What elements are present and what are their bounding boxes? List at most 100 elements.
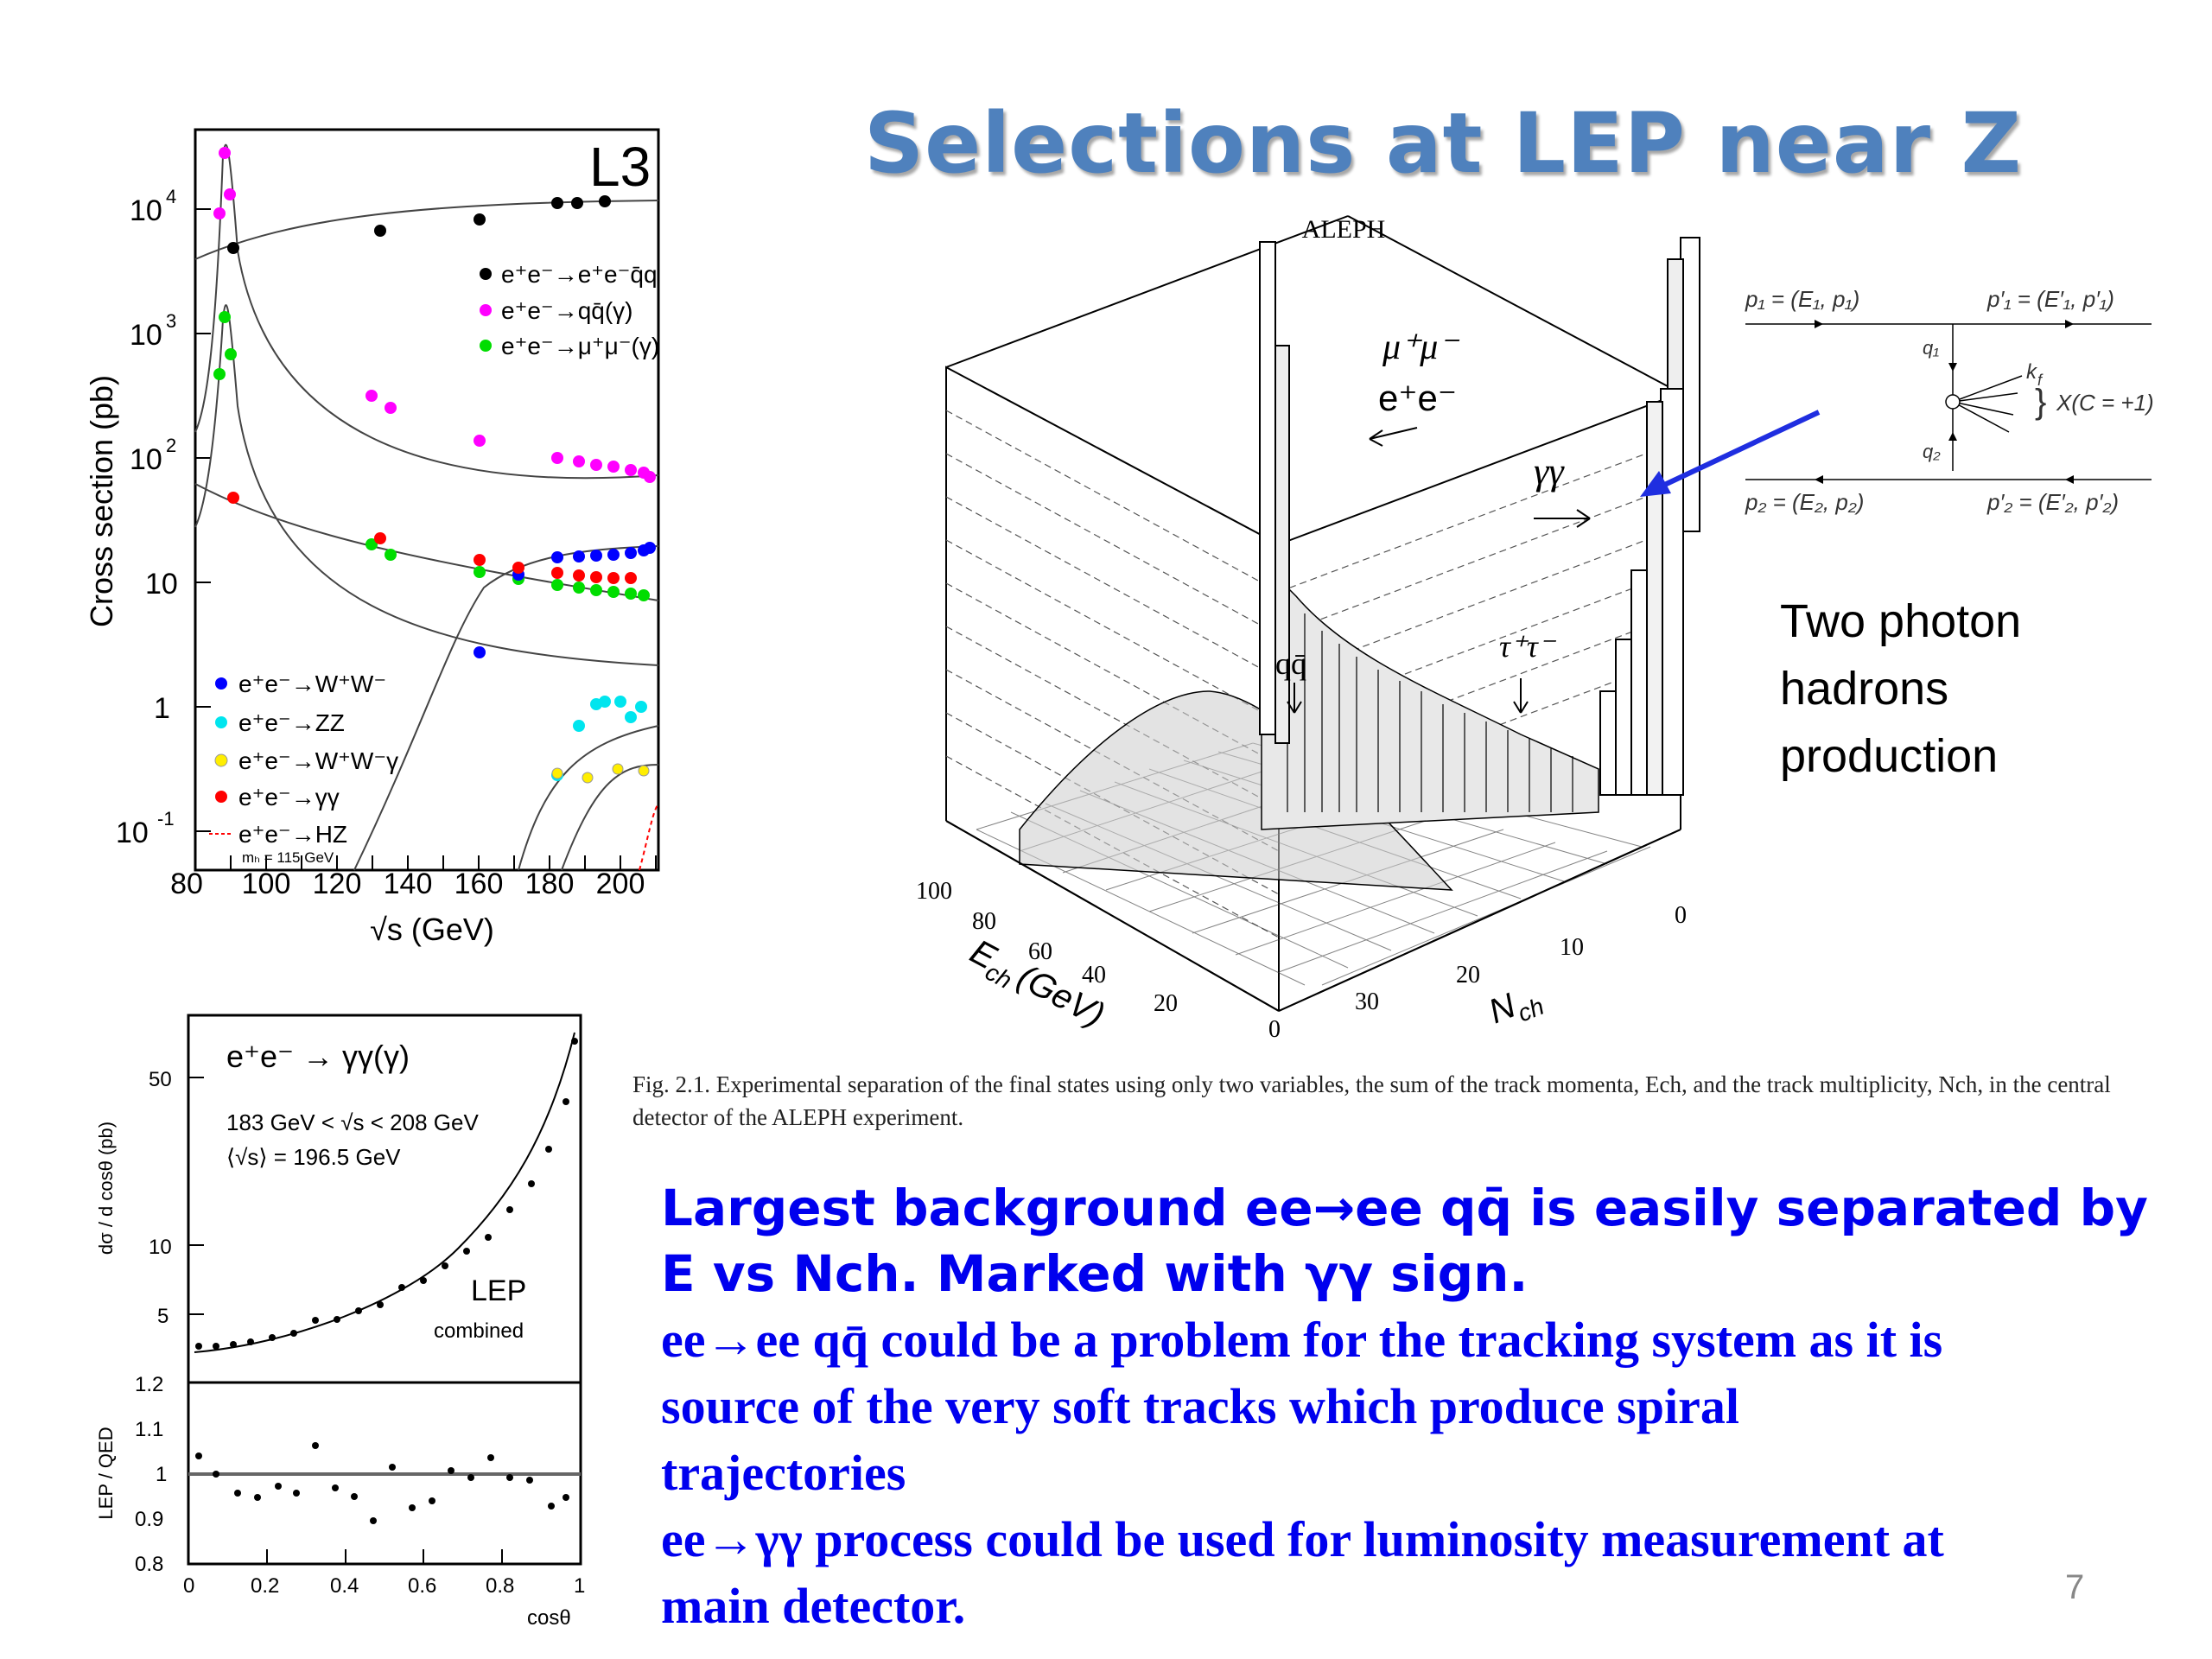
lep-ytick: 50	[149, 1068, 172, 1091]
l3-legend-item: e⁺e⁻→qq̄(γ)	[501, 297, 633, 324]
lep-ratio-ytick: 1	[156, 1463, 167, 1486]
feyn-kf-sub: f	[2037, 372, 2044, 389]
body-text: Largest background ee→ee qq̄ is easily s…	[661, 1175, 2148, 1639]
nch-tick: 20	[1456, 962, 1480, 988]
lep-ratio-ytick: 0.9	[135, 1508, 163, 1531]
label-ee: e⁺e⁻	[1378, 378, 1457, 418]
feyn-p2prime: p′₂ = (E′₂, p′₂)	[1986, 489, 2119, 515]
annotation-line: hadrons	[1780, 663, 1949, 715]
blue-arrow	[1640, 410, 1821, 497]
lep-ytick: 10	[149, 1236, 172, 1259]
feyn-q1: q₁	[1923, 337, 1939, 359]
annotation-line: Two photon	[1780, 595, 2022, 647]
lep-ratio-ytick: 1.2	[135, 1373, 163, 1396]
nch-tick: 30	[1355, 988, 1379, 1015]
l3-points-gg	[227, 492, 637, 584]
l3-points-mumu	[213, 311, 650, 601]
l3-ytick-exp: -1	[157, 808, 175, 830]
body-line: ee→γγ process could be used for luminosi…	[661, 1511, 1944, 1567]
l3-legend-item: e⁺e⁻→ZZ	[238, 709, 345, 736]
lep-xlabel: cosθ	[527, 1606, 571, 1630]
feyn-kf: k	[2026, 360, 2038, 384]
l3-points-qqee	[227, 195, 611, 254]
body-line: Largest background ee→ee qq̄ is easily s…	[661, 1179, 2148, 1237]
lep-ylabel: dσ / d cosθ (pb)	[95, 1122, 117, 1255]
lep-combined: combined	[434, 1319, 524, 1343]
feyn-p1prime: p′₁ = (E′₁, p′₁)	[1986, 286, 2114, 312]
lep-gammagamma-plot: e⁺e⁻ → γγ(γ) 183 GeV < √s < 208 GeV ⟨√s⟩…	[95, 1014, 585, 1630]
slide-title: Selections at LEP near Z	[864, 95, 2023, 192]
ech-tick: 100	[916, 878, 952, 905]
lep-xtick: 0	[183, 1574, 194, 1598]
ech-tick: 60	[1028, 938, 1052, 965]
aleph-lego-plot: ALEPH	[916, 215, 1700, 1043]
l3-ytick-exp: 3	[166, 310, 176, 332]
l3-legend-item: e⁺e⁻→HZ	[238, 821, 347, 848]
l3-ytick: 1	[154, 692, 170, 725]
l3-points-wwg	[551, 763, 650, 784]
l3-xtick: 80	[170, 868, 203, 900]
two-photon-annotation: Two photon hadrons production	[1780, 588, 2021, 790]
l3-ytick: 10	[130, 443, 162, 476]
lep-range: 183 GeV < √s < 208 GeV	[226, 1109, 479, 1135]
feyn-x: X(C = +1)	[2056, 390, 2154, 416]
l3-ytick: 10	[145, 568, 178, 601]
label-qq: qq̄	[1275, 646, 1306, 681]
l3-xtick: 140	[384, 868, 433, 900]
feynman-diagram: p₁ = (E₁, p₁) p′₁ = (E′₁, p′₁) p₂ = (E₂,…	[1745, 286, 2154, 515]
l3-ylabel: Cross section (pb)	[84, 375, 119, 627]
lep-label: LEP	[471, 1274, 526, 1307]
l3-label: L3	[589, 136, 651, 198]
l3-ytick-exp: 4	[166, 186, 176, 207]
l3-points-ww	[474, 542, 656, 658]
lep-ratio-ytick: 1.1	[135, 1418, 163, 1441]
lep-ytick: 5	[157, 1305, 168, 1328]
feyn-p1: p₁ = (E₁, p₁)	[1745, 286, 1859, 312]
l3-ytick: 10	[130, 319, 162, 352]
lep-points	[195, 1038, 578, 1524]
ech-tick: 20	[1154, 990, 1178, 1017]
l3-xtick: 100	[242, 868, 291, 900]
l3-hz-note: mₕ = 115 GeV	[242, 849, 334, 866]
body-line: trajectories	[661, 1445, 906, 1501]
lep-xtick: 0.8	[486, 1574, 514, 1598]
label-mumu: μ⁺μ⁻	[1382, 327, 1459, 367]
l3-legend-item: e⁺e⁻→γγ	[238, 784, 340, 810]
body-line: ee→ee qq̄ could be a problem for the tra…	[661, 1312, 1943, 1368]
lep-process: e⁺e⁻ → γγ(γ)	[226, 1039, 410, 1074]
l3-cross-section-plot: 80 100 120 140 160 180 200 √s (GeV) 10 4 …	[84, 128, 660, 947]
l3-xtick: 180	[525, 868, 575, 900]
lep-xtick: 1	[574, 1574, 585, 1598]
body-line: source of the very soft tracks which pro…	[661, 1378, 1739, 1434]
feyn-q2: q₂	[1923, 441, 1941, 462]
lep-ratio-ylabel: LEP / QED	[95, 1427, 117, 1519]
l3-xlabel: √s (GeV)	[370, 912, 494, 947]
label-gammagamma: γγ	[1534, 450, 1565, 493]
l3-points-zz	[551, 696, 647, 781]
lep-xtick: 0.6	[408, 1574, 436, 1598]
l3-legend-item: e⁺e⁻→W⁺W⁻γ	[238, 747, 398, 774]
nch-axis-label: N ch	[1484, 987, 1548, 1032]
l3-frame	[194, 128, 660, 872]
lep-xtick: 0.2	[251, 1574, 279, 1598]
lep-mean: ⟨√s⟩ = 196.5 GeV	[226, 1144, 401, 1170]
l3-xtick: 120	[313, 868, 362, 900]
l3-legend-item: e⁺e⁻→e⁺e⁻q̄q	[501, 261, 658, 288]
nch-tick: 0	[1675, 902, 1687, 929]
nch-tick: 10	[1560, 934, 1584, 961]
l3-ytick: 10	[116, 817, 149, 849]
ech-tick: 80	[972, 908, 996, 935]
lep-ratio-ytick: 0.8	[135, 1553, 163, 1576]
lep-xtick: 0.4	[330, 1574, 359, 1598]
figure-caption: Fig. 2.1. Experimental separation of the…	[632, 1071, 2111, 1130]
l3-ytick-exp: 2	[166, 435, 176, 456]
label-tautau: τ⁺τ⁻	[1499, 629, 1557, 664]
l3-points-qq	[213, 147, 656, 483]
l3-xtick: 200	[596, 868, 645, 900]
ech-tick: 40	[1082, 962, 1106, 988]
svg-text:}: }	[2035, 383, 2046, 421]
annotation-line: production	[1780, 730, 1999, 782]
svg-text:N: N	[1484, 987, 1521, 1032]
l3-xtick: 160	[454, 868, 504, 900]
feyn-p2: p₂ = (E₂, p₂)	[1745, 489, 1864, 515]
